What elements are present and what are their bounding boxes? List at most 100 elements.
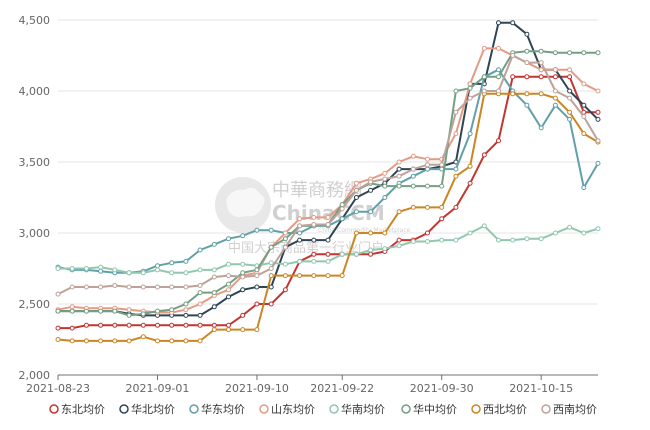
legend-item: 华东均价 [189, 402, 245, 416]
data-point [538, 91, 544, 97]
data-point [567, 116, 573, 122]
data-point [69, 266, 75, 271]
x-tick-label: 2021-10-15 [509, 382, 573, 395]
data-point [353, 187, 359, 193]
legend-marker-icon [49, 404, 59, 414]
legend-item: 华中均价 [401, 402, 457, 416]
data-point [240, 287, 246, 293]
data-point [339, 216, 345, 222]
data-point [538, 74, 544, 80]
data-point [481, 45, 487, 51]
data-point [126, 322, 132, 328]
data-point [524, 102, 530, 108]
data-point [595, 109, 601, 115]
data-point [467, 95, 473, 101]
data-point [297, 237, 303, 243]
data-point [552, 230, 558, 236]
x-tick-label: 2021-09-01 [126, 382, 190, 395]
data-point [538, 48, 544, 54]
data-point [268, 227, 274, 233]
data-point [112, 322, 118, 328]
data-point [524, 236, 530, 242]
data-point [197, 283, 203, 288]
data-point [112, 338, 118, 344]
data-point [368, 209, 374, 215]
data-point [481, 223, 487, 229]
legend-label: 华北均价 [131, 402, 175, 416]
data-point [510, 91, 516, 97]
data-point [410, 153, 416, 159]
data-point [254, 273, 260, 279]
data-point [595, 138, 601, 144]
data-point [126, 270, 132, 276]
legend-label: 西北均价 [483, 403, 527, 416]
legend-item: 西南均价 [541, 403, 597, 416]
data-point [183, 258, 189, 264]
y-tick-label: 2,500 [19, 298, 51, 311]
data-point [453, 88, 459, 94]
data-point [368, 251, 374, 257]
watermark-subtitle: ChinaCCM [272, 201, 385, 225]
data-point [396, 159, 402, 165]
data-point [453, 237, 459, 243]
data-point [425, 156, 430, 162]
data-point [325, 222, 331, 227]
data-point [325, 214, 331, 220]
y-tick-label: 2,000 [19, 369, 51, 382]
data-point [240, 274, 246, 280]
data-point [496, 74, 501, 80]
data-point [425, 230, 430, 236]
data-point [98, 284, 104, 290]
data-point [425, 162, 430, 168]
data-point [240, 270, 246, 276]
data-point [268, 284, 274, 290]
data-point [55, 291, 61, 297]
data-point [510, 74, 516, 80]
data-point [538, 236, 544, 242]
data-point [240, 312, 246, 318]
data-point [140, 270, 146, 276]
data-point [297, 258, 303, 264]
data-point [211, 327, 217, 333]
data-point [197, 301, 203, 307]
data-point [467, 131, 473, 137]
data-point [126, 307, 132, 313]
data-point [268, 301, 274, 307]
data-point [98, 338, 104, 344]
data-point [453, 204, 459, 210]
data-point [226, 236, 231, 242]
data-point [211, 267, 217, 273]
data-point [169, 260, 175, 266]
data-point [197, 247, 203, 253]
data-point [353, 230, 359, 236]
data-point [183, 301, 189, 307]
data-point [83, 338, 89, 344]
data-point [496, 237, 501, 243]
legend: 东北均价 华北均价 华东均价 山东均价 华南均价 华中均价 西北均价 西南均价 [49, 402, 597, 416]
data-point [226, 273, 231, 279]
data-point [83, 284, 89, 290]
data-point [353, 195, 359, 200]
data-point [453, 166, 459, 172]
legend-label: 华东均价 [201, 402, 245, 416]
data-point [552, 74, 558, 80]
data-point [297, 216, 303, 222]
data-point [69, 338, 75, 344]
series-5 [55, 223, 601, 276]
data-point [311, 222, 317, 227]
data-point [382, 246, 388, 252]
data-point [69, 284, 75, 290]
data-point [524, 31, 530, 37]
data-point [197, 290, 203, 296]
data-point [98, 264, 104, 270]
data-point [353, 180, 359, 186]
data-point [439, 216, 445, 222]
legend-marker-icon [189, 404, 199, 414]
data-point [595, 160, 601, 166]
data-point [467, 85, 473, 91]
data-point [155, 267, 160, 273]
data-point [126, 312, 132, 318]
legend-item: 西北均价 [471, 403, 527, 416]
data-point [382, 195, 388, 200]
